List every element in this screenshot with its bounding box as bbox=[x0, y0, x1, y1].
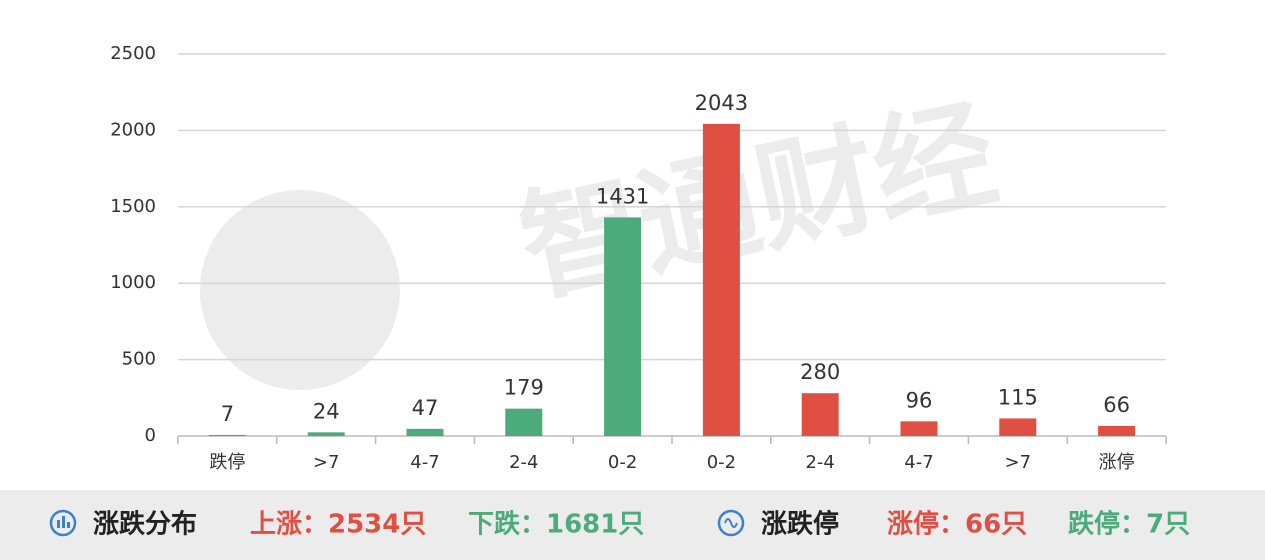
value-label: 115 bbox=[998, 385, 1038, 409]
y-tick-label: 1000 bbox=[110, 272, 156, 293]
bar bbox=[208, 434, 246, 436]
y-tick-label: 0 bbox=[145, 425, 156, 446]
x-tick-label: 跌停 bbox=[209, 452, 245, 473]
icon bbox=[49, 509, 77, 537]
x-tick-label: 2-4 bbox=[805, 452, 834, 473]
footer-title: 涨跌停 bbox=[761, 509, 839, 540]
x-tick-label: >7 bbox=[313, 452, 340, 473]
bar bbox=[505, 408, 543, 436]
value-label: 1431 bbox=[596, 184, 649, 208]
y-tick-label: 500 bbox=[122, 349, 156, 370]
x-tick-label: 0-2 bbox=[608, 452, 637, 473]
y-tick-label: 2500 bbox=[110, 43, 156, 64]
footer-title: 涨跌分布 bbox=[93, 510, 197, 540]
footer-up: 涨停：66只 bbox=[887, 509, 1027, 540]
value-label: 179 bbox=[504, 376, 544, 400]
value-label: 96 bbox=[906, 388, 933, 412]
x-tick-label: 涨停 bbox=[1099, 452, 1135, 473]
icon bbox=[724, 518, 738, 528]
value-label: 2043 bbox=[695, 91, 748, 115]
x-tick-label: 4-7 bbox=[410, 452, 439, 473]
bar bbox=[900, 421, 938, 436]
bar bbox=[1098, 425, 1136, 436]
value-label: 66 bbox=[1103, 393, 1130, 417]
icon bbox=[717, 509, 745, 537]
icon bbox=[62, 516, 65, 528]
bar bbox=[307, 432, 345, 436]
bar bbox=[702, 123, 740, 437]
footer-up: 上涨：2534只 bbox=[250, 510, 426, 540]
value-label: 7 bbox=[221, 402, 234, 426]
x-tick-label: >7 bbox=[1005, 452, 1032, 473]
icon bbox=[67, 522, 70, 528]
bar bbox=[406, 428, 444, 436]
x-tick-label: 4-7 bbox=[904, 452, 933, 473]
x-tick-label: 2-4 bbox=[509, 452, 538, 473]
watermark-logo bbox=[200, 190, 400, 390]
y-tick-label: 1500 bbox=[110, 196, 156, 217]
value-label: 280 bbox=[800, 360, 840, 384]
footer-down: 跌停：7只 bbox=[1068, 509, 1190, 540]
bar bbox=[801, 393, 839, 436]
footer-down: 下跌：1681只 bbox=[468, 510, 644, 540]
bar bbox=[999, 418, 1037, 436]
watermark: 智通财经 bbox=[509, 84, 1007, 320]
x-tick-label: 0-2 bbox=[707, 452, 736, 473]
icon bbox=[57, 520, 60, 528]
value-label: 24 bbox=[313, 399, 340, 423]
y-tick-label: 2000 bbox=[110, 119, 156, 140]
value-label: 47 bbox=[412, 396, 439, 420]
footer-bg bbox=[0, 490, 1265, 560]
bar bbox=[604, 217, 642, 436]
